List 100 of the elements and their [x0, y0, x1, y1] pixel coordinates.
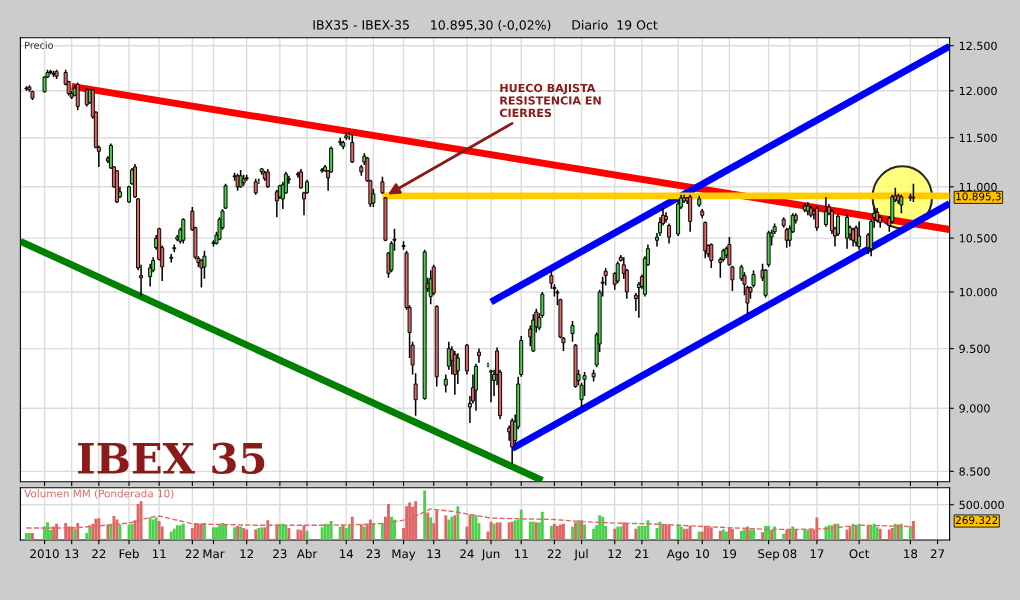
bar — [640, 525, 644, 540]
x-tick-label: 14 — [340, 549, 354, 558]
bar — [646, 520, 650, 540]
bar — [347, 525, 351, 540]
annotation: Volumen MM (Ponderada 10) — [24, 489, 174, 499]
x-tick-label: Oct — [849, 549, 870, 559]
bar — [215, 527, 218, 540]
bar — [456, 506, 460, 540]
x-tick-label: 11 — [515, 549, 528, 558]
bar — [381, 523, 384, 540]
bar — [685, 528, 689, 540]
candlestick — [413, 372, 418, 417]
y-tick-label: 8.500 — [959, 467, 990, 476]
candlestick — [223, 183, 228, 210]
candlestick — [549, 269, 554, 290]
bar — [151, 519, 155, 540]
x-tick-label: 12 — [608, 549, 622, 558]
bar — [25, 532, 28, 540]
chart-title: IBX35 - IBEX-35 10.895,30 (-0,02%) Diario 19 Oct — [313, 19, 658, 32]
bar — [320, 527, 324, 540]
y-tick-label: 11.500 — [959, 133, 997, 143]
x-tick-label: 21 — [635, 549, 649, 558]
candlestick — [857, 220, 862, 251]
bar — [498, 522, 502, 540]
bar — [444, 515, 448, 540]
bar — [224, 524, 227, 540]
bar — [619, 526, 623, 540]
text: 10.895,3 — [956, 192, 1001, 202]
x-tick-label: Jun — [481, 549, 500, 561]
candlestick — [169, 253, 174, 264]
x-tick-label: May — [392, 549, 416, 561]
x-tick-label: 22 — [92, 549, 106, 558]
bar — [429, 517, 433, 540]
y-tick-label: 11.000 — [959, 182, 997, 192]
y-tick-label: 10.500 — [959, 234, 997, 243]
bar — [323, 523, 327, 540]
bar — [329, 520, 333, 540]
x-tick-label: Feb — [119, 549, 139, 559]
bar — [148, 517, 152, 540]
x-tick-label: 12 — [240, 549, 253, 558]
bar — [740, 530, 743, 540]
x-tick-label: 23 — [273, 549, 287, 559]
bar — [803, 529, 807, 540]
bar — [245, 529, 249, 540]
x-tick-label: 24 — [460, 549, 474, 558]
bar — [598, 515, 602, 540]
bar — [601, 516, 605, 540]
bar — [540, 511, 544, 540]
bar — [212, 527, 215, 540]
bar — [676, 524, 680, 540]
y-tick-label: 9.000 — [959, 404, 990, 413]
annotation: Precio — [25, 41, 54, 49]
candlestick — [329, 145, 334, 174]
bar — [423, 490, 427, 540]
x-tick-label: 18 — [904, 549, 918, 559]
bar — [175, 525, 179, 540]
bar — [752, 529, 755, 540]
bar — [519, 509, 523, 540]
bar — [583, 524, 586, 540]
x-tick-label: 2010 — [30, 549, 59, 559]
candlestick — [667, 222, 672, 245]
bar — [571, 526, 574, 540]
bar — [887, 529, 891, 540]
y-tick-label: 500.000 — [959, 500, 1004, 510]
bar — [447, 519, 451, 540]
bar — [178, 525, 182, 540]
bar — [281, 523, 285, 540]
candlestick — [473, 363, 478, 412]
bar — [172, 528, 176, 540]
bar — [908, 526, 912, 540]
candlestick — [854, 224, 859, 248]
bar — [390, 516, 393, 540]
candlestick — [350, 133, 355, 164]
x-tick-label: 13 — [427, 549, 441, 559]
x-tick-label: 10 — [696, 549, 709, 559]
x-tick-label: Jul — [573, 549, 588, 561]
x-tick-label: Mar — [203, 549, 225, 559]
candlestick — [274, 189, 279, 219]
y-tick-label: 12.500 — [959, 41, 997, 51]
annotation: IBEX 35 — [78, 442, 265, 475]
candlestick — [570, 320, 575, 343]
bar — [181, 523, 185, 540]
x-tick-label: 27 — [930, 549, 945, 558]
y-tick-label: 10.000 — [959, 287, 997, 297]
bar — [773, 526, 777, 540]
x-tick-label: 17 — [810, 549, 824, 558]
bar — [218, 525, 221, 540]
x-tick-label: 22 — [547, 549, 561, 558]
y-tick-label: 12.000 — [959, 86, 997, 96]
bar — [872, 523, 876, 540]
x-tick-label: 22 — [185, 549, 199, 558]
bar — [592, 528, 596, 540]
bar — [169, 531, 173, 540]
x-tick-label: Sep — [758, 549, 780, 561]
x-tick-label: 19 — [723, 549, 737, 559]
bar — [764, 525, 768, 540]
x-tick-label: 13 — [65, 549, 79, 559]
x-tick-label: 23 — [366, 549, 380, 559]
text: 269.322 — [955, 516, 998, 525]
bar — [46, 522, 49, 540]
